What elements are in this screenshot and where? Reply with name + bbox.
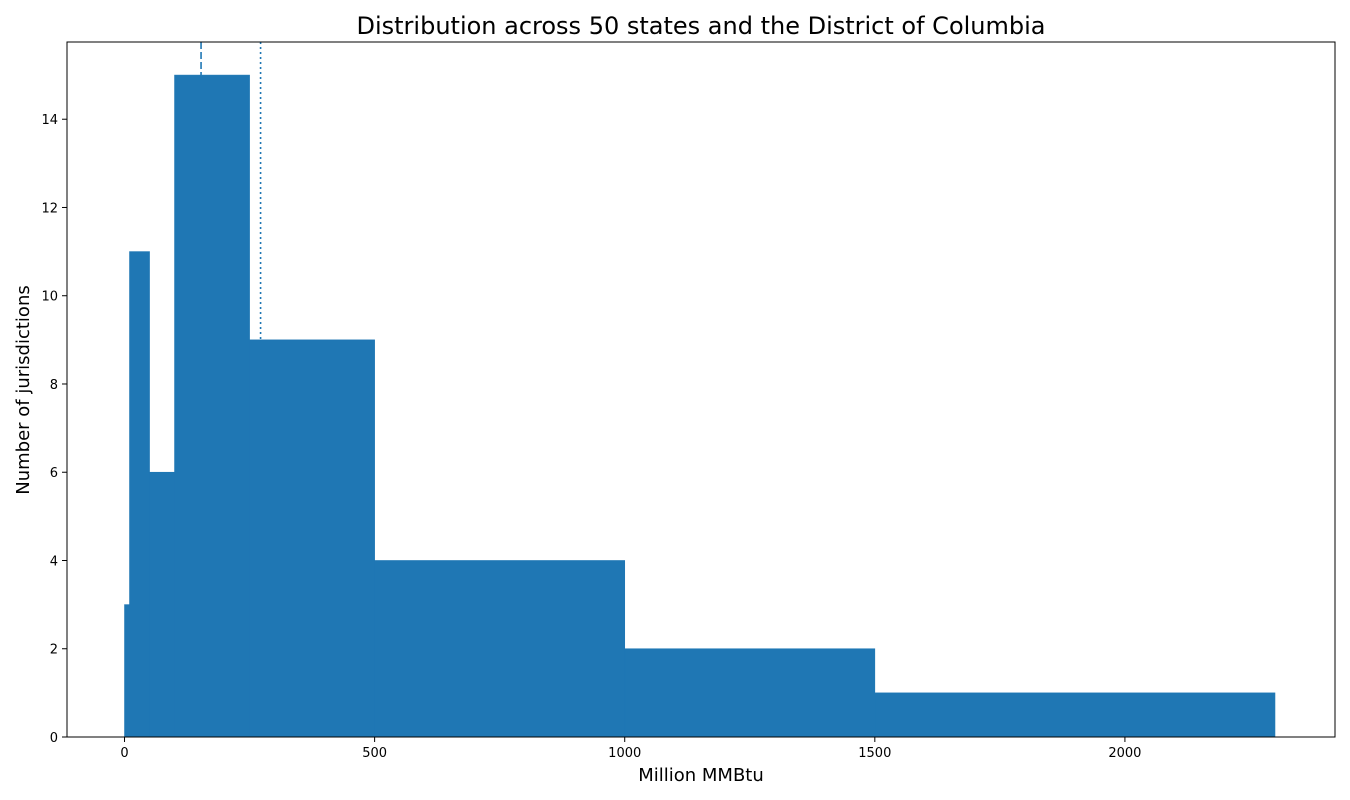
histogram-bar-2 [149, 471, 175, 738]
x-tick-label: 1500 [858, 746, 891, 761]
bars-layer [124, 74, 1276, 738]
y-tick-label: 10 [41, 290, 58, 305]
x-tick-label: 2000 [1108, 746, 1141, 761]
x-tick-label: 1000 [608, 746, 641, 761]
histogram-bar-4 [249, 339, 375, 738]
x-axis-ticks: 0 500 1000 1500 2000 [120, 737, 1141, 761]
histogram-bar-6 [624, 648, 876, 738]
histogram-bar-0 [124, 604, 130, 738]
histogram-bar-5 [374, 560, 626, 738]
x-tick-label: 500 [362, 746, 387, 761]
y-tick-label: 4 [50, 554, 58, 569]
y-tick-label: 2 [50, 643, 58, 658]
y-axis-label: Number of jurisdictions [13, 285, 34, 494]
y-tick-label: 0 [50, 731, 58, 746]
y-tick-label: 6 [50, 466, 58, 481]
plot-frame [66, 41, 1336, 738]
histogram-bar-7 [874, 692, 1276, 738]
reference-lines-layer [200, 42, 262, 340]
y-tick-label: 8 [50, 378, 58, 393]
histogram-bar-1 [129, 251, 150, 738]
chart-title: Distribution across 50 states and the Di… [356, 12, 1045, 40]
x-axis-label: Million MMBtu [638, 765, 764, 786]
histogram-bar-3 [174, 74, 250, 738]
y-axis-ticks: 0 2 4 6 8 10 12 14 [41, 113, 67, 746]
x-tick-label: 0 [120, 746, 128, 761]
y-tick-label: 14 [41, 113, 58, 128]
y-tick-label: 12 [41, 201, 58, 216]
